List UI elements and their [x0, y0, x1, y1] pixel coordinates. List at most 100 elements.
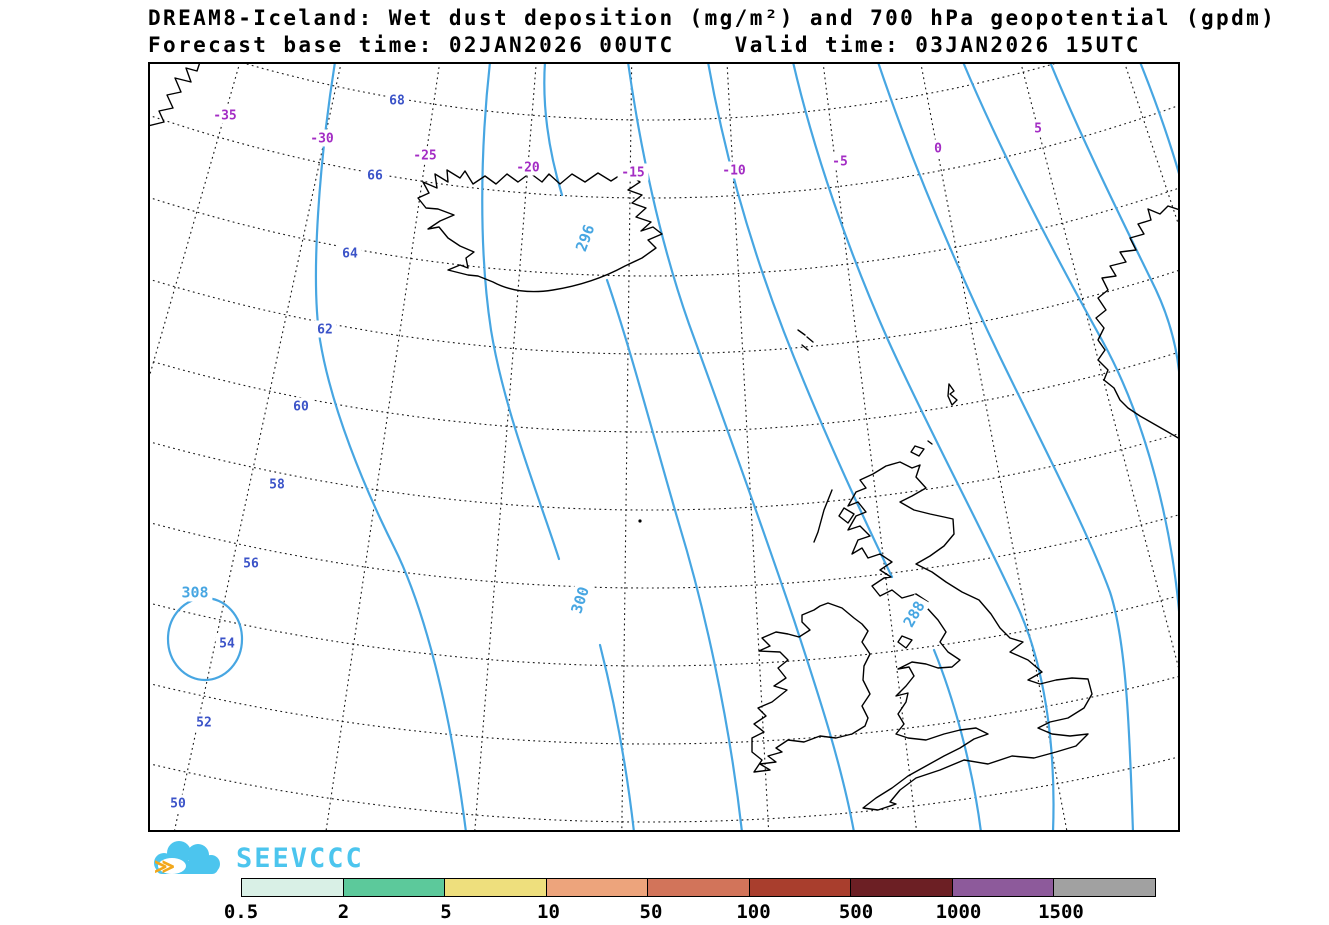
svg-text:58: 58 — [269, 478, 285, 493]
colorbar-label: 1500 — [1038, 901, 1084, 923]
contour-line — [481, 62, 561, 561]
svg-text:64: 64 — [342, 247, 358, 262]
colorbar-segment-8 — [1053, 878, 1156, 897]
geopotential-contours — [166, 62, 1180, 832]
latitude-label: 68 — [385, 91, 409, 109]
svg-text:50: 50 — [170, 797, 186, 812]
svg-text:-15: -15 — [621, 166, 644, 181]
contour-label: 308 — [177, 582, 213, 602]
coastlines — [148, 62, 1180, 811]
svg-text:-35: -35 — [213, 109, 236, 124]
coast-orkney — [910, 440, 933, 457]
latitude-gridline — [148, 756, 1180, 823]
contour-line — [605, 278, 744, 832]
latitude-gridline — [148, 351, 1180, 433]
logo-text: SEEVCCC — [236, 843, 364, 874]
colorbar-label: 2 — [337, 901, 350, 923]
coast-ireland — [751, 602, 871, 773]
colorbar-label: 100 — [736, 901, 771, 923]
contour-line — [598, 643, 636, 832]
svg-text:52: 52 — [196, 716, 212, 731]
latitude-label: 52 — [192, 713, 216, 731]
colorbar-label: 5 — [440, 901, 452, 923]
longitude-gridline — [726, 62, 770, 832]
colorbar-label: 1000 — [935, 901, 982, 923]
svg-text:0: 0 — [934, 142, 942, 157]
contour-line — [314, 62, 468, 832]
contour-line — [706, 62, 894, 579]
coast-shetland — [947, 383, 958, 406]
latitude-gridline — [148, 594, 1180, 667]
latitude-label: 60 — [289, 397, 313, 415]
deposition-colorbar: 0.5 2 5 10 50 100 500 1000 1500 — [224, 878, 1171, 923]
svg-text:66: 66 — [367, 169, 383, 184]
svg-text:54: 54 — [219, 637, 235, 652]
contour-label: 296 — [570, 218, 600, 258]
latitude-label: 56 — [239, 554, 263, 572]
contour-line — [1138, 62, 1180, 179]
latitude-gridline — [148, 513, 1180, 589]
contour-line — [961, 62, 1180, 624]
colorbar-segment-3 — [545, 878, 648, 897]
coast-greenland — [148, 62, 201, 127]
contour-line — [932, 648, 983, 832]
svg-text:300: 300 — [567, 584, 592, 615]
latitude-gridline — [148, 675, 1180, 745]
coast-rockall — [638, 519, 642, 523]
graticule-grid — [148, 62, 1180, 832]
colorbar-label: 500 — [838, 901, 874, 923]
latitude-gridline — [148, 269, 1180, 355]
forecast-map: -35 -30 -25 -20 -15 -10 -5 0 5 68 66 64 62 60 58 56 54 52… — [148, 62, 1180, 832]
chart-title: DREAM8-Iceland: Wet dust deposition (mg/… — [148, 6, 1277, 30]
latitude-gridline — [237, 62, 1063, 121]
colorbar-segment-2 — [444, 878, 547, 897]
seevccc-cloud-icon: ≫ — [154, 841, 220, 878]
coast-faroes — [797, 329, 814, 351]
coast-norway — [1095, 205, 1180, 440]
longitude-label: 5 — [1030, 119, 1046, 137]
longitude-label: -30 — [306, 129, 338, 147]
svg-text:60: 60 — [293, 400, 309, 415]
colorbar-segment-7 — [951, 878, 1054, 897]
longitude-gridline — [1123, 62, 1180, 231]
svg-text:-30: -30 — [310, 132, 334, 147]
map-labels: -35 -30 -25 -20 -15 -10 -5 0 5 68 66 64 62 60 58 56 54 52… — [166, 91, 1046, 812]
latitude-gridline — [148, 187, 1180, 277]
contour-line — [626, 62, 856, 832]
svg-text:296: 296 — [572, 222, 598, 254]
contour-line — [543, 62, 564, 197]
longitude-label: -35 — [209, 106, 241, 124]
map-border — [148, 62, 1180, 832]
svg-text:-5: -5 — [832, 155, 848, 170]
contour-line — [876, 62, 1135, 832]
svg-text:68: 68 — [389, 94, 405, 109]
svg-text:-10: -10 — [722, 164, 746, 179]
latitude-label: 50 — [166, 794, 190, 812]
colorbar-segment-5 — [748, 878, 851, 897]
colorbar-label: 0.5 — [223, 901, 259, 923]
latitude-label: 54 — [215, 634, 239, 652]
svg-text:-25: -25 — [413, 149, 436, 164]
latitude-label: 58 — [265, 475, 289, 493]
svg-text:-20: -20 — [516, 161, 540, 176]
coast-great-britain — [847, 461, 1093, 811]
longitude-gridline — [822, 62, 918, 832]
contour-line — [1048, 62, 1180, 384]
colorbar-segment-4 — [647, 878, 750, 897]
logo-arrows: ≫ — [154, 854, 175, 878]
colorbar-segment-6 — [850, 878, 953, 897]
latitude-gridline — [148, 432, 1180, 511]
colorbar-scale — [241, 878, 1171, 897]
coast-iceland — [417, 169, 663, 293]
colorbar-segment-1 — [342, 878, 445, 897]
latitude-label: 66 — [363, 166, 387, 184]
svg-text:62: 62 — [317, 323, 333, 338]
longitude-gridline — [474, 62, 537, 832]
longitude-label: -5 — [828, 152, 852, 170]
svg-text:5: 5 — [1034, 122, 1042, 137]
longitude-label: -10 — [718, 161, 750, 179]
latitude-label: 62 — [313, 320, 337, 338]
longitude-label: 0 — [930, 139, 946, 157]
latitude-gridline — [148, 104, 1180, 199]
